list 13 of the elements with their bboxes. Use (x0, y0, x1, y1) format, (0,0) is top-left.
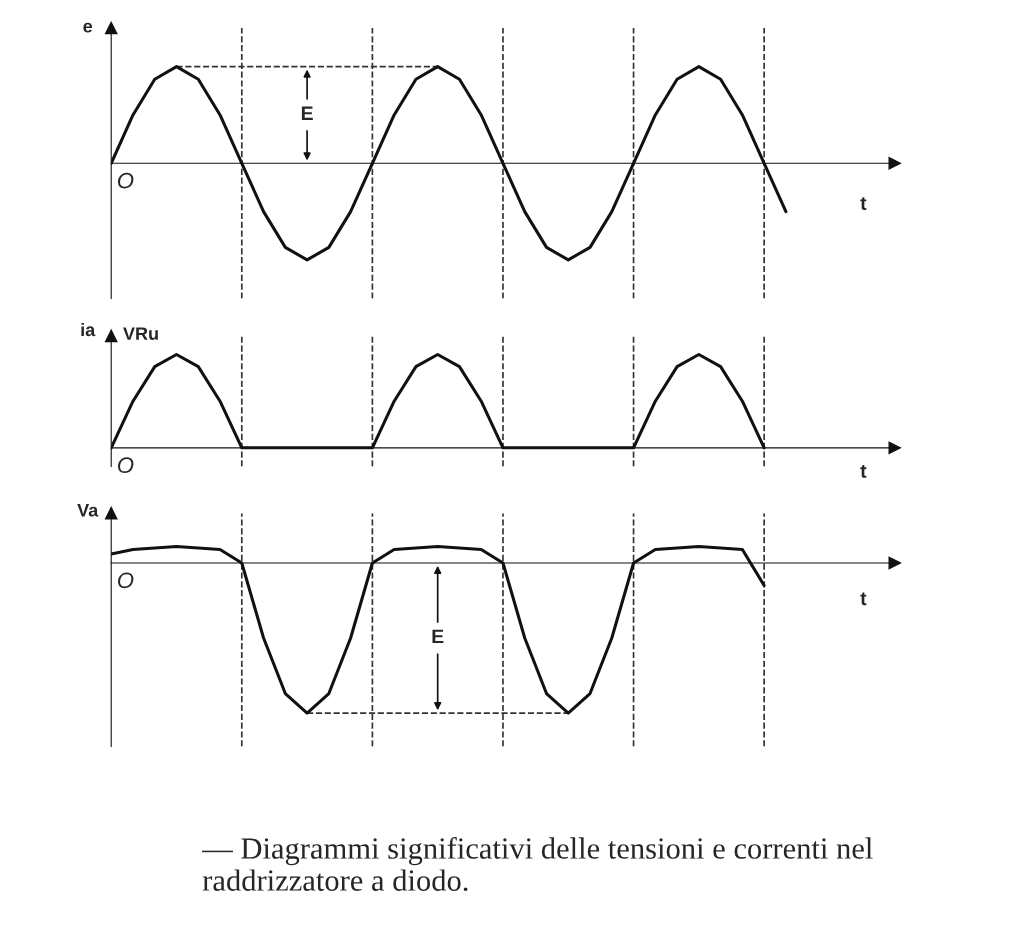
y-axis-title: Va (77, 503, 99, 517)
x-axis-title: t (860, 197, 867, 210)
text: — Diagrammi significativi delle tensioni e correnti nel raddrizzatore a diodo. (201, 837, 873, 892)
annotation: O (117, 172, 134, 189)
x-axis-title: t (860, 592, 867, 606)
annotation: O (117, 572, 134, 589)
x-axis-title: t (860, 464, 867, 478)
y-axis-title: e (83, 22, 93, 33)
text: O (117, 457, 134, 474)
annotation: E (432, 629, 444, 644)
text: VRu (123, 327, 158, 340)
annotation: E (301, 106, 313, 120)
y-axis-title: ia (81, 322, 96, 337)
